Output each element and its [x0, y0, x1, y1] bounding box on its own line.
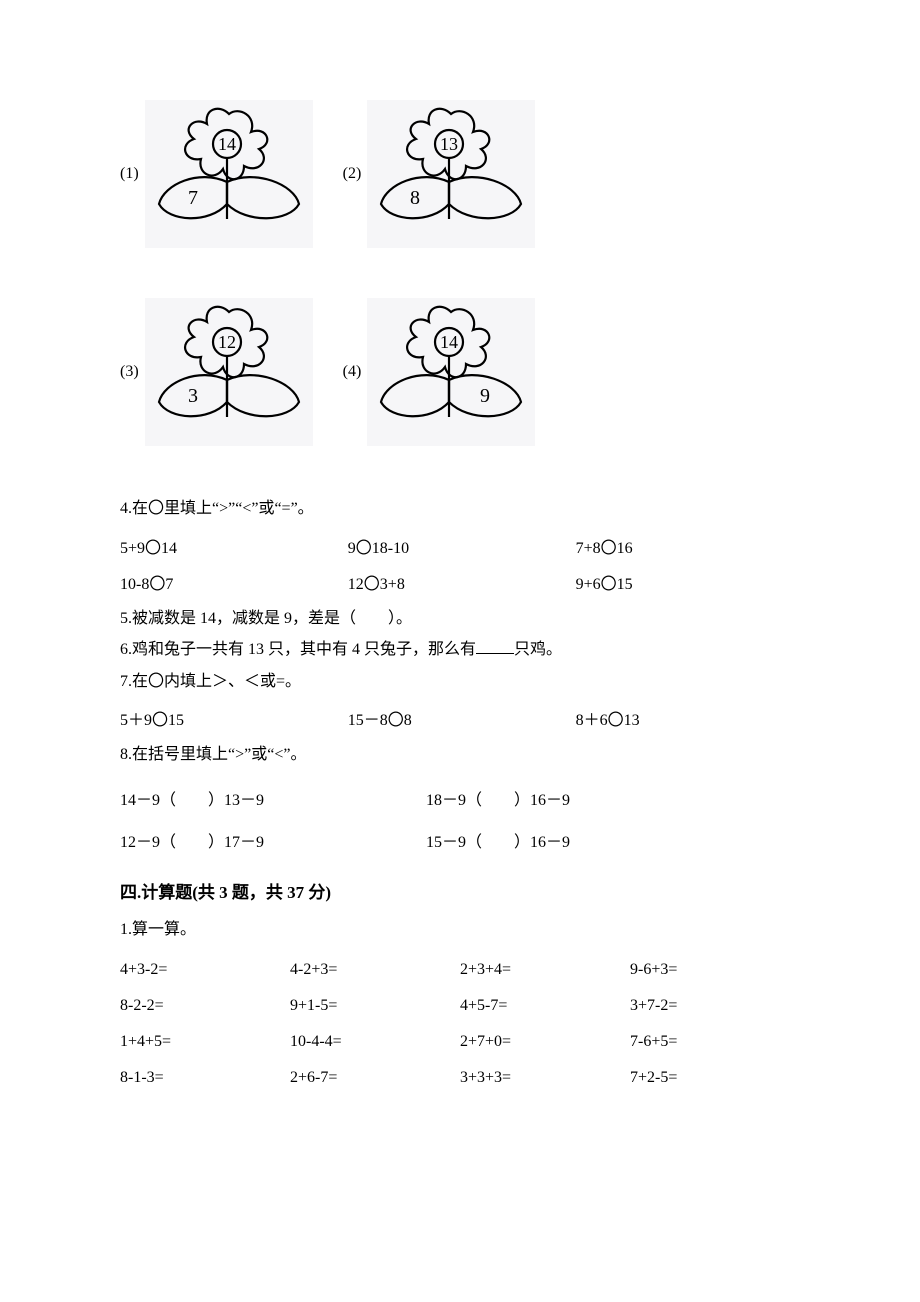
q8-r1-c2: 18－9（ ）16－9 [426, 786, 570, 810]
flower-4-center: 14 [440, 332, 458, 352]
flower-item-1: (1) 14 7 [120, 100, 313, 248]
flower-item-4: (4) 14 9 [343, 298, 536, 446]
q4-row1: 5+9〇14 9〇18-10 7+8〇16 [120, 534, 800, 558]
flower-3-center: 12 [218, 332, 236, 352]
flower-item-2: (2) 13 8 [343, 100, 536, 248]
flower-1-left: 7 [188, 187, 198, 209]
q6-post: 只鸡。 [514, 641, 562, 658]
q7-c1: 5＋9〇15 [120, 706, 344, 730]
flower-item-3: (3) 12 3 [120, 298, 313, 446]
flower-4-label: (4) [343, 363, 362, 381]
calc-row-3: 1+4+5= 10-4-4= 2+7+0= 7-6+5= [120, 1033, 800, 1051]
flower-3-figure: 12 3 [145, 298, 313, 446]
q5-text: 5.被减数是 14，减数是 9，差是（ ）。 [120, 606, 800, 632]
section4-title: 四.计算题(共 3 题，共 37 分) [120, 878, 800, 903]
q4-r1-c1: 5+9〇14 [120, 534, 344, 558]
flower-3-label: (3) [120, 363, 139, 381]
flower-2-left: 8 [410, 187, 420, 209]
flower-icon: 14 9 [371, 302, 531, 442]
q6-blank [476, 639, 514, 654]
flower-icon: 13 8 [371, 104, 531, 244]
calc-3-4: 7-6+5= [630, 1033, 800, 1051]
flower-1-label: (1) [120, 165, 139, 183]
flower-icon: 14 7 [149, 104, 309, 244]
calc-3-1: 1+4+5= [120, 1033, 290, 1051]
calc-row-1: 4+3-2= 4-2+3= 2+3+4= 9-6+3= [120, 961, 800, 979]
q4-row2: 10-8〇7 12〇3+8 9+6〇15 [120, 570, 800, 594]
q4-title: 4.在〇里填上“>”“<”或“=”。 [120, 496, 800, 522]
calc-2-3: 4+5-7= [460, 997, 630, 1015]
flower-2-figure: 13 8 [367, 100, 535, 248]
flower-2-center: 13 [440, 134, 458, 154]
flower-row-1: (1) 14 7 [120, 100, 800, 248]
flower-3-left: 3 [188, 385, 198, 407]
q8-row1: 14－9（ ）13－9 18－9（ ）16－9 [120, 786, 800, 810]
flower-icon: 12 3 [149, 302, 309, 442]
q7-title: 7.在〇内填上＞、＜或=。 [120, 669, 800, 695]
calc-1-1: 4+3-2= [120, 961, 290, 979]
q7-c2: 15－8〇8 [348, 706, 572, 730]
flower-1-center: 14 [218, 134, 236, 154]
calc-2-4: 3+7-2= [630, 997, 800, 1015]
q4-r1-c3: 7+8〇16 [576, 534, 800, 558]
q8-title: 8.在括号里填上“>”或“<”。 [120, 742, 800, 768]
flower-1-figure: 14 7 [145, 100, 313, 248]
q4-r1-c2: 9〇18-10 [348, 534, 572, 558]
q8-r1-c1: 14－9（ ）13－9 [120, 786, 426, 810]
flower-2-label: (2) [343, 165, 362, 183]
calc-1-2: 4-2+3= [290, 961, 460, 979]
q7-row: 5＋9〇15 15－8〇8 8＋6〇13 [120, 706, 800, 730]
q8-r2-c2: 15－9（ ）16－9 [426, 828, 570, 852]
q7-c3: 8＋6〇13 [576, 706, 800, 730]
calc-3-3: 2+7+0= [460, 1033, 630, 1051]
calc-4-2: 2+6-7= [290, 1069, 460, 1087]
calc-2-2: 9+1-5= [290, 997, 460, 1015]
calc-3-2: 10-4-4= [290, 1033, 460, 1051]
q4-r2-c2: 12〇3+8 [348, 570, 572, 594]
flower-4-right: 9 [480, 385, 490, 407]
q8-row2: 12－9（ ）17－9 15－9（ ）16－9 [120, 828, 800, 852]
q6-text: 6.鸡和兔子一共有 13 只，其中有 4 只兔子，那么有 只鸡。 [120, 637, 800, 663]
flower-row-2: (3) 12 3 (4) [120, 298, 800, 446]
calc-row-2: 8-2-2= 9+1-5= 4+5-7= 3+7-2= [120, 997, 800, 1015]
calc-4-4: 7+2-5= [630, 1069, 800, 1087]
calc-1-3: 2+3+4= [460, 961, 630, 979]
section4-q1-title: 1.算一算。 [120, 917, 800, 943]
calc-row-4: 8-1-3= 2+6-7= 3+3+3= 7+2-5= [120, 1069, 800, 1087]
calc-1-4: 9-6+3= [630, 961, 800, 979]
q4-r2-c3: 9+6〇15 [576, 570, 800, 594]
calc-2-1: 8-2-2= [120, 997, 290, 1015]
calc-4-3: 3+3+3= [460, 1069, 630, 1087]
flower-4-figure: 14 9 [367, 298, 535, 446]
q8-r2-c1: 12－9（ ）17－9 [120, 828, 426, 852]
q4-r2-c1: 10-8〇7 [120, 570, 344, 594]
q6-pre: 6.鸡和兔子一共有 13 只，其中有 4 只兔子，那么有 [120, 641, 476, 658]
worksheet-page: (1) 14 7 [0, 0, 920, 1165]
calc-4-1: 8-1-3= [120, 1069, 290, 1087]
